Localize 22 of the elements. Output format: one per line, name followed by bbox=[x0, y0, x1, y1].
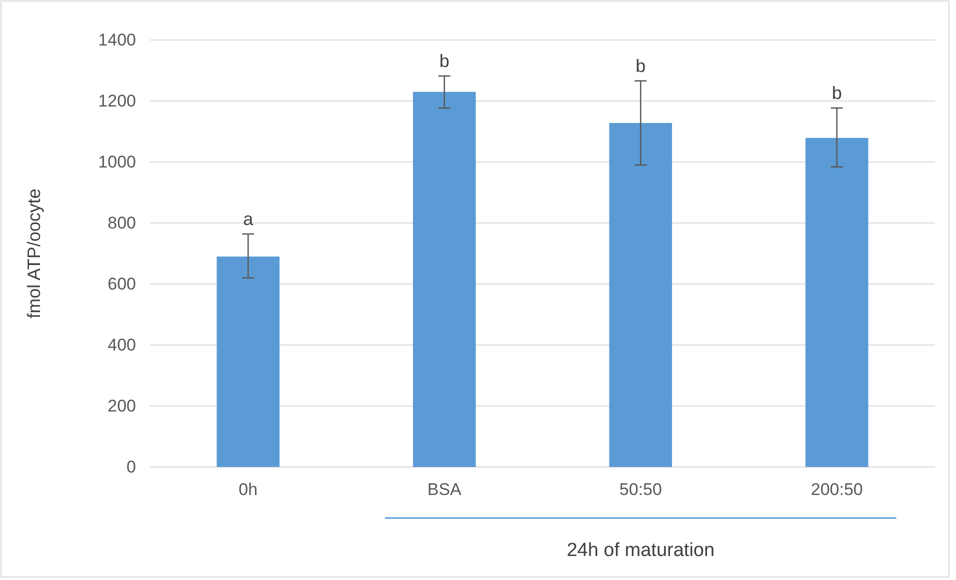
y-tick-label: 800 bbox=[108, 213, 136, 232]
x-tick-label: 200:50 bbox=[810, 480, 863, 500]
y-tick-label: 600 bbox=[108, 274, 136, 294]
y-tick-label: 0 bbox=[126, 457, 136, 476]
annotation: b bbox=[439, 50, 450, 71]
x-tick-label: 0h bbox=[238, 480, 258, 500]
annotation: b bbox=[636, 56, 646, 76]
y-tick-label: 1200 bbox=[98, 91, 136, 110]
bar bbox=[216, 256, 280, 467]
bar bbox=[805, 138, 868, 467]
bar bbox=[609, 122, 672, 467]
bar bbox=[412, 92, 476, 467]
x-tick-label: BSA bbox=[427, 480, 462, 500]
y-tick-label: 1400 bbox=[98, 30, 136, 50]
annotation: a bbox=[243, 208, 254, 229]
y-tick-label: 400 bbox=[108, 335, 136, 354]
y-axis-title: fmol ATP/oocyte bbox=[24, 188, 44, 318]
annotation: b bbox=[832, 83, 842, 104]
y-tick-label: 1000 bbox=[98, 152, 136, 172]
text: 24h of maturation bbox=[566, 540, 715, 561]
x-tick-label: 50:50 bbox=[619, 480, 662, 500]
y-tick-label: 200 bbox=[108, 396, 136, 416]
